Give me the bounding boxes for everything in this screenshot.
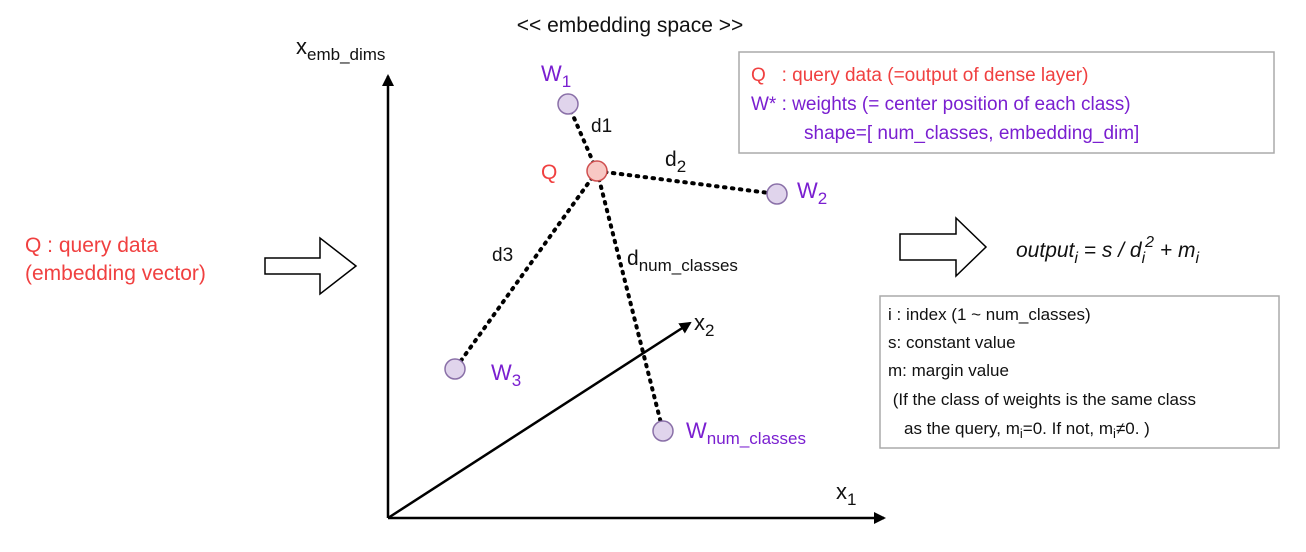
distance-line-d1 bbox=[566, 102, 599, 173]
distance-label-d1: d1 bbox=[591, 116, 612, 137]
legend-shape-line: shape=[ num_classes, embedding_dim] bbox=[804, 123, 1139, 144]
y-axis-label: xemb_dims bbox=[296, 34, 385, 64]
output-arrow-icon bbox=[899, 216, 988, 278]
notes-line-s: s: constant value bbox=[888, 333, 1016, 352]
output-formula: outputi = s / di2 + mi bbox=[1016, 234, 1199, 267]
query-node bbox=[586, 160, 608, 182]
weight-label-w2: W2 bbox=[797, 178, 827, 208]
notes-box bbox=[879, 295, 1280, 449]
distance-line-d2 bbox=[595, 169, 779, 196]
weight-label-w3: W3 bbox=[491, 360, 521, 390]
query-label: Q bbox=[541, 161, 557, 184]
weight-label-w1: W1 bbox=[541, 61, 571, 91]
legend-query-line: Q : query data (=output of dense layer) bbox=[751, 65, 1088, 86]
notes-line-condition-2: as the query, mi=0. If not, mi≠0. ) bbox=[904, 419, 1150, 441]
input-arrow-icon bbox=[264, 236, 358, 296]
notes-line-condition: (If the class of weights is the same cla… bbox=[888, 390, 1196, 409]
weight-node-w2 bbox=[766, 183, 788, 205]
legend-weights-line: W* : weights (= center position of each … bbox=[751, 94, 1131, 115]
weight-node-w3 bbox=[444, 358, 466, 380]
input-label-line1: Q : query data bbox=[25, 234, 158, 257]
distance-label-dnum: dnum_classes bbox=[627, 247, 738, 275]
weight-node-wnum bbox=[652, 420, 674, 442]
x1-axis-label: x1 bbox=[836, 479, 856, 509]
input-label-line2: (embedding vector) bbox=[25, 262, 206, 285]
distance-line-dnum bbox=[595, 169, 665, 433]
notes-line-m: m: margin value bbox=[888, 361, 1009, 380]
notes-line-index: i : index (1 ~ num_classes) bbox=[888, 305, 1091, 324]
diagram-title: << embedding space >> bbox=[517, 14, 744, 37]
x2-axis bbox=[387, 321, 692, 520]
weight-label-wnum: Wnum_classes bbox=[686, 418, 806, 448]
legend-box bbox=[738, 51, 1275, 154]
x2-axis-label: x2 bbox=[694, 310, 714, 340]
weight-node-w1 bbox=[557, 93, 579, 115]
distance-line-d3 bbox=[453, 169, 599, 371]
distance-label-d2: d2 bbox=[665, 148, 686, 176]
distance-label-d3: d3 bbox=[492, 245, 513, 266]
